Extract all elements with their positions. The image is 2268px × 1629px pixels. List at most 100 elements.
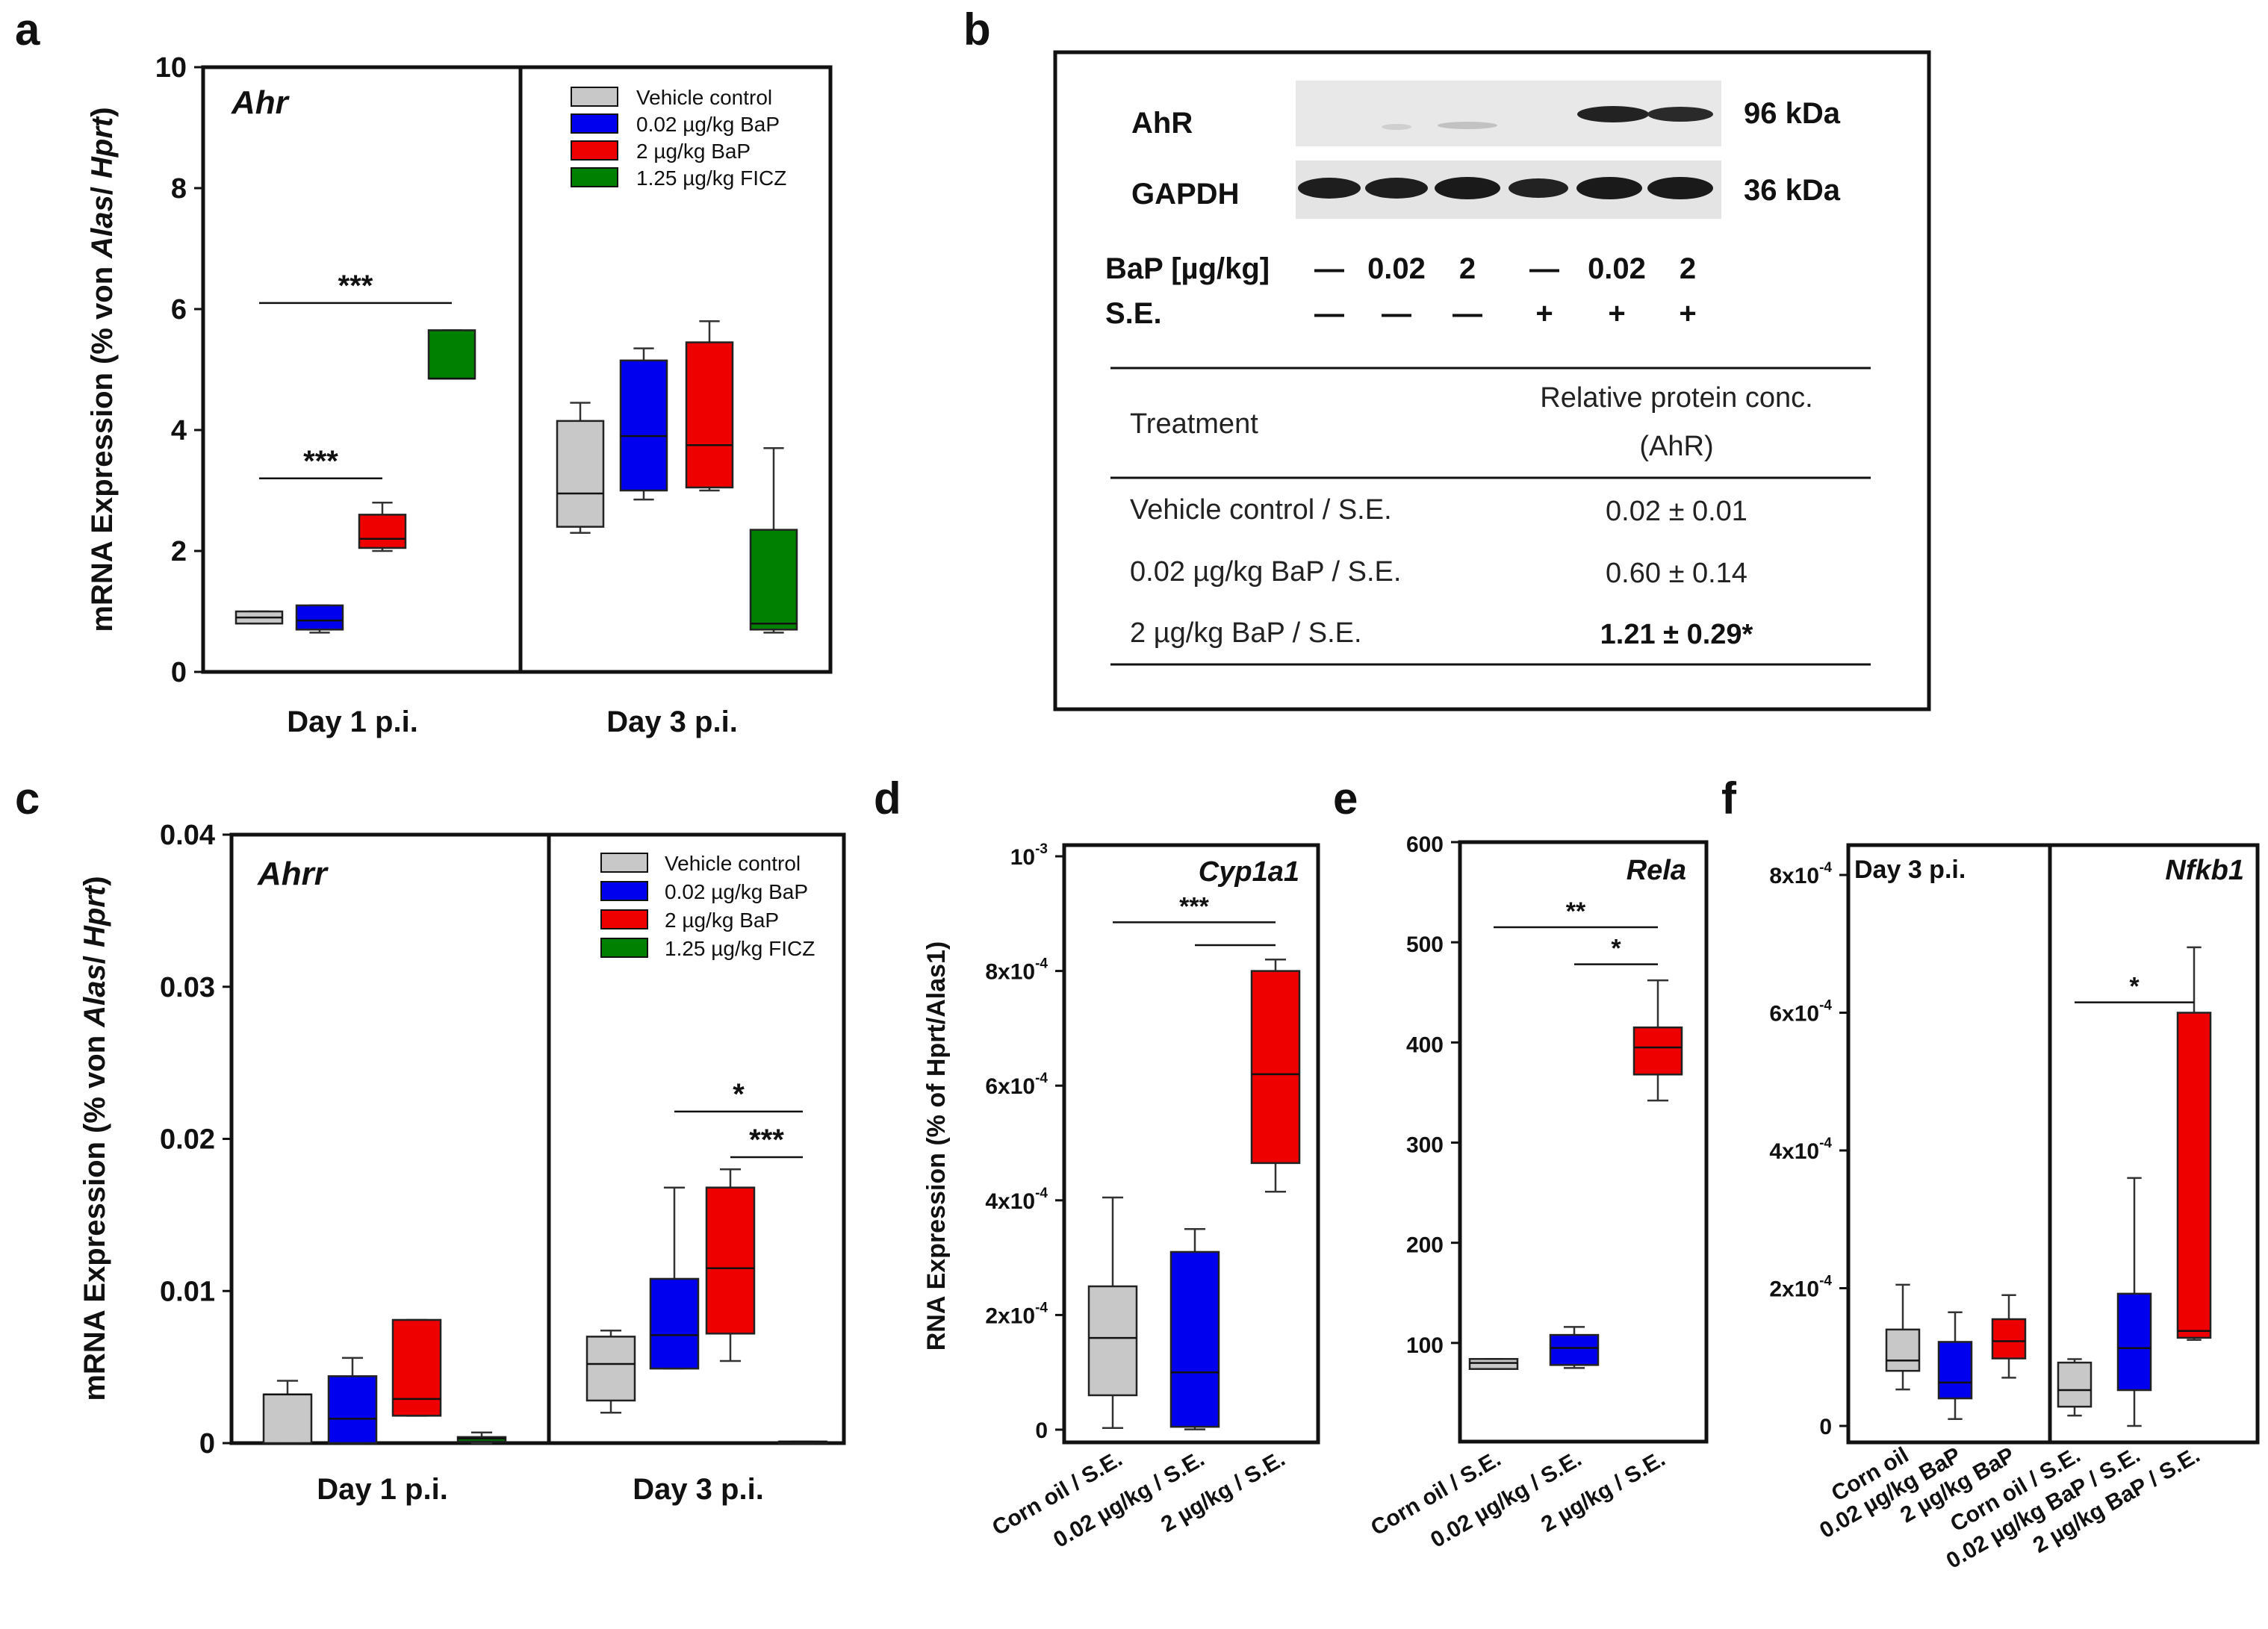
gapdh-band-6	[1647, 177, 1713, 199]
western-se-lane-value: +	[1608, 297, 1625, 330]
panel-a-frame	[201, 65, 833, 674]
panel-e-tick-label: 500	[1406, 932, 1444, 957]
panel-a-box-0	[234, 610, 284, 625]
panel-e-sig-1-label: *	[1611, 935, 1621, 963]
panel-a-tick-label: 0	[171, 657, 187, 688]
panel-c-legend: Vehicle control 0.02 µg/kg BaP 2 µg/kg B…	[600, 852, 815, 960]
box-iqr	[1632, 1026, 1683, 1076]
western-bap-lane-value: —	[1314, 252, 1344, 285]
panel-letter-d: d	[874, 773, 901, 823]
box-iqr	[427, 329, 476, 380]
panel-e-tick-label: 400	[1406, 1032, 1444, 1057]
box-iqr	[1885, 1328, 1921, 1372]
ahr-band-strong-2	[1647, 107, 1713, 122]
box-iqr	[2057, 1361, 2093, 1408]
panel-f-tick-label: 8x10-4	[1769, 860, 1832, 888]
panel-c-sig-0-label: *	[733, 1078, 745, 1111]
box-iqr	[1991, 1318, 2027, 1359]
panel-a-y-axis-label: mRNA Expression (% von Alas/ Hprt)	[86, 107, 119, 632]
panel-d-y-axis-label: RNA Expression (% of Hprt/Alas1)	[922, 941, 951, 1351]
panel-a-legend: Vehicle control 0.02 µg/kg BaP 2 µg/kg B…	[571, 86, 786, 190]
western-bap-lane-value: 0.02	[1588, 252, 1646, 285]
panel-d-tick-label: 2x10-4	[985, 1300, 1048, 1328]
table-header-conc-line2: (AhR)	[1639, 431, 1713, 462]
box-iqr	[2176, 1012, 2212, 1339]
panel-e-category-label: 0.02 µg/kg / S.E.	[1426, 1446, 1585, 1552]
panel-a-box-7	[749, 447, 798, 634]
legend-a-label-2: 2 µg/kg BaP	[636, 140, 751, 163]
legend-c-label-0: Vehicle control	[665, 852, 801, 875]
ahr-band-faint-2	[1438, 122, 1497, 129]
box-iqr	[1250, 970, 1301, 1165]
legend-a-swatch-3	[571, 167, 618, 187]
box-iqr	[1169, 1250, 1220, 1428]
panel-e-tick-label: 300	[1406, 1133, 1444, 1158]
gapdh-band-2	[1365, 178, 1428, 199]
western-kda-ahr: 96 kDa	[1744, 97, 1841, 130]
box-iqr	[749, 529, 798, 631]
panel-a-gene-label: Ahr	[231, 84, 291, 121]
panel-a-sig-0-label: ***	[338, 270, 373, 302]
panel-f-title: Day 3 p.i.	[1854, 856, 1966, 884]
box-iqr	[585, 1336, 636, 1402]
panel-c-box-3	[456, 1431, 507, 1445]
panel-e-box-2	[1632, 979, 1683, 1102]
panel-a-chart: Ahr Vehicle control 0.02 µg/kg BaP 2 µg/…	[86, 52, 833, 738]
panel-d-chart: Cyp1a1 RNA Expression (% of Hprt/Alas1) …	[922, 841, 1320, 1553]
panel-a-group-label-day3: Day 3 p.i.	[606, 706, 738, 738]
box-iqr	[619, 359, 668, 492]
panel-letter-c: c	[15, 773, 40, 823]
panel-e-tick-label: 600	[1406, 832, 1444, 857]
legend-c-label-1: 0.02 µg/kg BaP	[665, 880, 808, 903]
panel-a-tick-label: 4	[171, 415, 187, 446]
box-iqr	[705, 1186, 756, 1335]
western-bap-lane-value: —	[1529, 252, 1559, 285]
western-se-lane-value: +	[1535, 297, 1553, 330]
table-row-value: 0.02 ± 0.01	[1606, 496, 1747, 527]
panel-d-frame	[1062, 843, 1320, 1445]
panel-a-box-1	[295, 604, 344, 634]
box-iqr	[1937, 1341, 1973, 1400]
panel-c-tick-label: 0.04	[160, 820, 215, 851]
legend-a-swatch-0	[571, 87, 618, 107]
panel-a-sig-1-label: ***	[303, 445, 338, 478]
legend-a-swatch-2	[571, 140, 618, 161]
legend-c-label-2: 2 µg/kg BaP	[665, 909, 779, 932]
panel-a-group-label-day1: Day 1 p.i.	[287, 706, 418, 738]
box-iqr	[649, 1277, 700, 1370]
box-iqr	[295, 604, 344, 631]
panel-d-tick-label: 0	[1035, 1418, 1048, 1443]
box-iqr	[358, 514, 407, 549]
panel-f-tick-label: 6x10-4	[1769, 998, 1832, 1027]
panel-c-box-7	[777, 1440, 828, 1445]
western-bap-lane-value: 2	[1459, 252, 1476, 285]
panel-a-tick-label: 8	[171, 173, 187, 205]
panel-a-tick-label: 2	[171, 536, 187, 567]
western-row-label-gapdh: GAPDH	[1131, 178, 1239, 211]
panel-c-box-0	[262, 1380, 313, 1445]
legend-a-label-0: Vehicle control	[636, 86, 772, 109]
panel-c-tick-label: 0.02	[160, 1124, 215, 1156]
panel-c-box-5	[649, 1186, 700, 1370]
panel-c-sig-1-label: ***	[749, 1124, 784, 1156]
panel-c-y-axis-label: mRNA Expression (% von Alas/ Hprt)	[78, 876, 111, 1401]
panel-a-tick-label: 10	[155, 52, 187, 84]
ahr-band-faint-1	[1382, 124, 1411, 130]
panel-b-frame	[1053, 50, 1931, 711]
panel-d-tick-label: 4x10-4	[985, 1186, 1048, 1214]
gapdh-band-1	[1298, 178, 1361, 199]
panel-f-box-4	[2116, 1177, 2152, 1427]
panel-c-box-2	[391, 1318, 442, 1417]
panel-f-tick-label: 2x10-4	[1769, 1274, 1832, 1302]
box-iqr	[1087, 1285, 1138, 1397]
legend-a-label-3: 1.25 µg/kg FICZ	[636, 166, 786, 190]
panel-d-box-1	[1169, 1227, 1220, 1430]
box-iqr	[685, 341, 734, 489]
panel-a-box-5	[619, 347, 668, 501]
western-bap-header: BaP [µg/kg]	[1105, 252, 1270, 285]
box-iqr	[391, 1318, 442, 1417]
legend-c-swatch-2	[600, 909, 648, 929]
panel-c-box-1	[327, 1357, 378, 1445]
